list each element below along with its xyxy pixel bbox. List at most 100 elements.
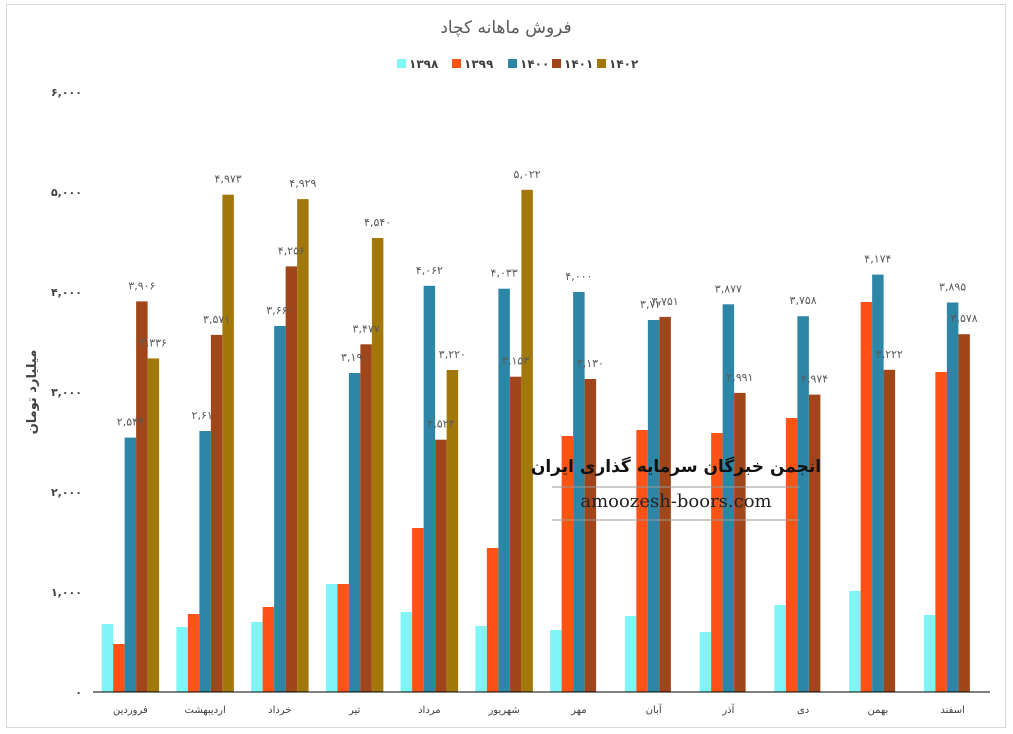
legend: ۱۳۹۸ ۱۳۹۹ ۱۴۰۰ ۱۴۰۱ ۱۴۰۲ [397, 57, 639, 71]
data-label: ۴,۹۷۳ [215, 173, 242, 186]
data-label: ۲,۹۷۴ [801, 373, 828, 386]
y-tick-label: ۵,۰۰۰ [51, 186, 82, 199]
x-tick-label: مرداد [418, 705, 441, 716]
data-label: ۳,۵۷۸ [951, 312, 978, 325]
data-label: ۳,۹۰۶ [128, 279, 155, 292]
watermark-title: انجمن خبرگان سرمایه گذاری ایران [531, 456, 821, 477]
x-tick-label: مهر [570, 705, 586, 716]
bar [400, 612, 413, 692]
data-label: ۲,۶۱۰ [192, 409, 219, 422]
bar [785, 418, 798, 692]
x-tick-label: دی [797, 705, 809, 716]
data-label: ۳,۱۵۳ [502, 355, 529, 368]
bar [297, 199, 309, 692]
data-label: ۳,۴۷۷ [353, 322, 380, 335]
data-label: ۴,۰۳۳ [491, 267, 518, 280]
bar [187, 614, 200, 692]
y-axis-label: میلیارد تومان [25, 350, 40, 435]
data-label: ۳,۶۶۰ [266, 304, 293, 317]
bar [210, 334, 223, 692]
data-label: ۲,۵۴۴ [117, 416, 144, 429]
bar [584, 379, 597, 692]
legend-swatch [397, 59, 406, 68]
data-label: ۵,۰۲۲ [514, 168, 541, 181]
watermark-url: amoozesh-boors.com [580, 491, 771, 512]
bar [636, 430, 648, 692]
bar [475, 626, 487, 692]
legend-swatch [452, 59, 461, 68]
bar [699, 632, 712, 692]
bar [199, 431, 211, 692]
watermark: انجمن خبرگان سرمایه گذاری ایران amoozesh… [531, 456, 821, 521]
bar [222, 194, 234, 692]
bar [935, 372, 947, 692]
data-label: ۳,۷۵۸ [790, 294, 817, 307]
bar [659, 316, 671, 692]
bar [101, 624, 114, 692]
bar [883, 369, 896, 692]
bar [797, 316, 809, 692]
y-tick-label: ۲,۰۰۰ [51, 486, 82, 499]
bar [958, 334, 970, 692]
data-labels: ۲,۵۴۴ ۳,۹۰۶ ۳,۳۳۶ ۲,۶۱۰ ۳,۵۷۱ ۴,۹۷۳ ۳,۶۶۰ ۴,۲۵۶… [117, 168, 978, 431]
bar [124, 437, 137, 692]
x-tick-label: آبان [646, 703, 663, 716]
legend-swatch [552, 59, 561, 68]
y-tick-label: ۶,۰۰۰ [51, 86, 82, 99]
bar [325, 584, 338, 692]
x-tick-label: تیر [348, 705, 361, 716]
bar [734, 392, 746, 692]
x-axis: فروردین اردیبهشت خرداد تیر مرداد شهریور مهر آبا… [113, 703, 965, 716]
bar [521, 189, 533, 693]
bar [561, 436, 574, 692]
bar [337, 584, 349, 692]
bar [509, 376, 522, 692]
legend-label: ۱۴۰۱ [564, 57, 593, 71]
x-tick-label: آذر [721, 703, 735, 716]
x-tick-label: بهمن [867, 705, 888, 716]
legend-label: ۱۳۹۹ [464, 57, 494, 71]
data-label: ۳,۵۷۱ [203, 313, 230, 326]
bar [923, 615, 936, 692]
bar [860, 302, 873, 692]
data-label: ۴,۹۲۹ [289, 177, 316, 190]
x-tick-label: خرداد [268, 705, 291, 716]
bar [285, 266, 298, 692]
bar [849, 591, 861, 692]
bar [176, 627, 188, 692]
data-label: ۳,۱۹۰ [341, 351, 368, 364]
data-label: ۴,۰۶۲ [416, 264, 443, 277]
data-label: ۳,۸۷۷ [715, 282, 742, 295]
x-tick-label: شهریور [487, 705, 519, 716]
data-label: ۳,۲۲۲ [876, 348, 903, 361]
data-label: ۴,۰۰۰ [565, 270, 592, 283]
y-tick-label: ۰ [75, 686, 82, 699]
bars [101, 189, 970, 693]
bar [147, 358, 160, 692]
data-label: ۳,۷۲۰ [640, 298, 667, 311]
bar [808, 394, 821, 692]
bar [550, 630, 562, 692]
bar [722, 304, 735, 692]
legend-swatch [508, 59, 517, 68]
data-label: ۳,۷۵۱ [652, 295, 679, 308]
chart-title: فروش ماهانه کچاد [440, 18, 571, 38]
legend-label: ۱۴۰۰ [520, 57, 549, 71]
y-tick-label: ۴,۰۰۰ [51, 286, 82, 299]
legend-label: ۱۳۹۸ [409, 57, 439, 71]
bar [262, 607, 275, 692]
bar [711, 433, 723, 692]
bar [498, 288, 510, 692]
data-label: ۴,۵۴۰ [364, 216, 391, 229]
data-label: ۳,۳۳۶ [140, 336, 167, 349]
bar [360, 344, 372, 692]
x-tick-label: اسفند [940, 705, 964, 716]
data-label: ۲,۵۲۳ [427, 418, 454, 431]
bar [423, 285, 436, 692]
bar [412, 528, 424, 692]
bar [446, 370, 459, 692]
data-label: ۳,۱۳۰ [577, 357, 604, 370]
bar [371, 238, 384, 692]
bar [486, 548, 499, 692]
